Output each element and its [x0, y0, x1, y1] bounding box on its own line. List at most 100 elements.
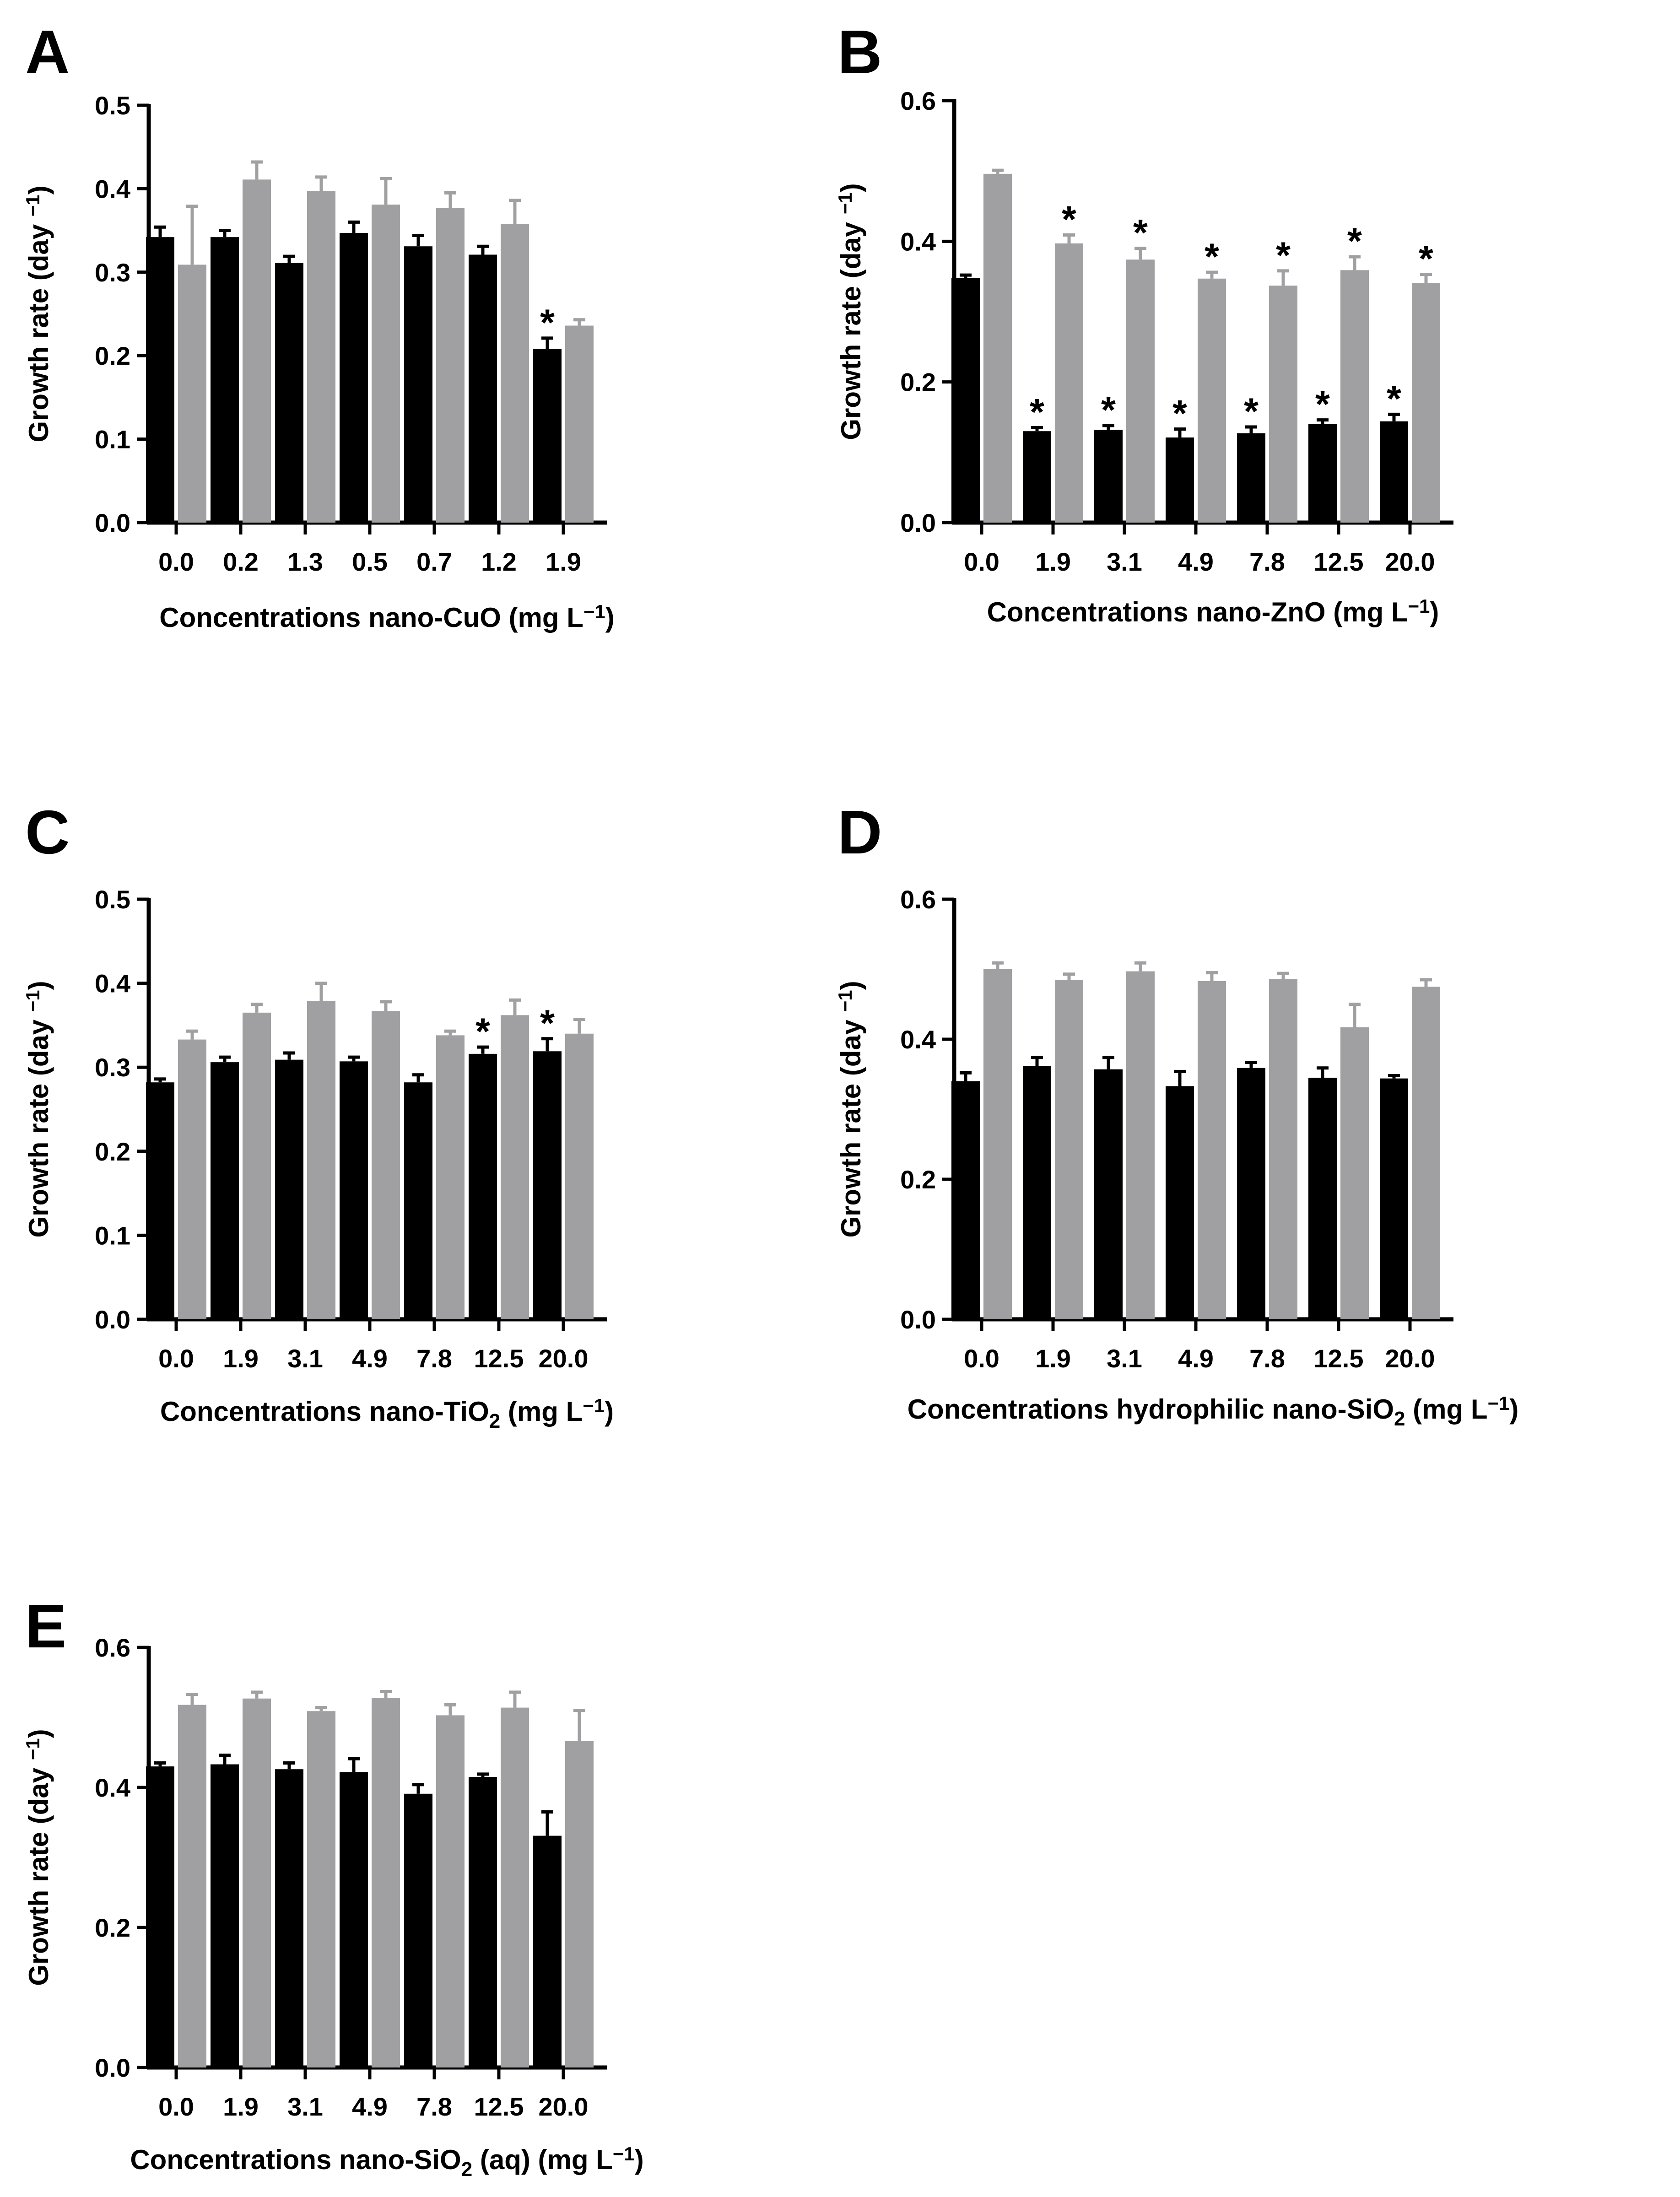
bar-black [1237, 1068, 1265, 1319]
y-tick-label: 0.3 [95, 1053, 130, 1082]
bar-grey [1126, 971, 1155, 1319]
significance-asterisk: * [1276, 235, 1291, 276]
bar-black [340, 233, 368, 523]
panel-letter: C [25, 798, 70, 867]
y-tick-label: 0.4 [95, 1773, 130, 1802]
bar-grey [307, 1711, 335, 2067]
x-axis-title-text: (mg L [500, 1396, 583, 1427]
significance-asterisk: * [1315, 384, 1330, 426]
x-axis-title-text: Concentrations nano-ZnO (mg L [987, 597, 1408, 627]
bar-grey [1340, 1027, 1369, 1319]
bar-grey [307, 1001, 335, 1319]
y-tick-label: 0.1 [95, 425, 130, 454]
significance-asterisk: * [1030, 392, 1044, 433]
y-axis-title-text: Growth rate (day [23, 1760, 54, 1986]
x-axis-title-text: Concentrations nano-TiO [160, 1396, 489, 1427]
x-tick-label: 12.5 [474, 2092, 524, 2121]
panel-letter: B [837, 17, 882, 86]
bar-black [533, 1051, 562, 1319]
y-axis-title-text: ) [23, 1729, 54, 1738]
significance-asterisk: * [1172, 393, 1187, 435]
y-tick-label: 0.1 [95, 1221, 130, 1250]
bar-grey [436, 208, 465, 523]
x-tick-label: 3.1 [287, 2092, 323, 2121]
x-axis-title-superscript: −1 [613, 2143, 635, 2165]
bar-grey [307, 191, 335, 523]
y-axis-title: Growth rate (day −1) [834, 183, 866, 440]
bar-black [340, 1772, 368, 2067]
y-tick-label: 0.0 [900, 1305, 936, 1334]
y-axis-title-superscript: −1 [22, 1738, 43, 1760]
y-axis-title: Growth rate (day −1) [22, 1729, 54, 1986]
x-tick-label: 0.0 [964, 1344, 999, 1373]
bar-grey [372, 1011, 400, 1319]
x-axis-title-text: ) [605, 602, 615, 633]
bar-black [211, 1764, 239, 2067]
y-tick-label: 0.4 [95, 969, 130, 998]
panel-letter: E [25, 1592, 66, 1661]
bar-grey [1269, 979, 1297, 1319]
significance-asterisk: * [1419, 238, 1433, 280]
x-tick-label: 1.3 [287, 547, 323, 576]
bar-black [404, 1082, 432, 1319]
x-axis-title-text: Concentrations nano-CuO (mg L [159, 602, 583, 633]
y-axis-title-text: Growth rate (day [23, 216, 54, 442]
x-tick-label: 4.9 [352, 1344, 388, 1373]
panel-letter: D [837, 798, 882, 867]
bar-grey [243, 1698, 271, 2067]
y-axis-title-text: ) [836, 981, 866, 990]
x-tick-label: 3.1 [1107, 547, 1142, 576]
x-tick-label: 4.9 [1178, 547, 1214, 576]
bar-grey [983, 173, 1012, 523]
bar-black [1023, 431, 1051, 523]
y-tick-label: 0.6 [900, 86, 936, 115]
bar-black [1166, 437, 1194, 523]
x-tick-label: 3.1 [287, 1344, 323, 1373]
panel-c: C 0.0 0.1 0.2 0.3 0.4 0.5 0.0 1.9 3.1 4.9 7.8 12.5 * 2… [22, 798, 614, 1432]
x-tick-label: 12.5 [1314, 1344, 1364, 1373]
bar-black [1023, 1066, 1051, 1319]
bar-grey [565, 1741, 594, 2067]
y-axis-title-text: ) [23, 981, 54, 990]
x-axis-title-subscript: 2 [461, 2158, 472, 2181]
x-tick-label: 4.9 [1178, 1344, 1214, 1373]
x-tick-label: 3.1 [1107, 1344, 1142, 1373]
x-tick-label: 1.9 [223, 2092, 259, 2121]
y-axis-title-superscript: −1 [834, 990, 856, 1012]
y-axis-title-text: ) [836, 183, 866, 192]
significance-asterisk: * [1205, 236, 1219, 278]
bar-black [1237, 433, 1265, 523]
bar-grey [436, 1715, 465, 2067]
y-tick-label: 0.0 [900, 508, 936, 537]
bar-grey [501, 1015, 529, 1319]
bar-black [1094, 430, 1123, 523]
x-axis-title-text: ) [1509, 1394, 1518, 1425]
panel-e: E 0.0 0.2 0.4 0.6 0.0 1.9 3.1 4.9 7.8 12.5 20.0 Conc… [22, 1592, 644, 2181]
bar-black [1308, 424, 1337, 523]
bar-black [211, 1062, 239, 1319]
bar-grey [1198, 278, 1226, 523]
significance-asterisk: * [1244, 391, 1259, 432]
y-axis-title-text: Growth rate (day [836, 1012, 866, 1237]
bar-black [1380, 1078, 1408, 1319]
y-tick-label: 0.2 [95, 1913, 130, 1942]
y-tick-label: 0.3 [95, 258, 130, 287]
y-axis-title: Growth rate (day −1) [22, 981, 54, 1237]
bar-black [1308, 1078, 1337, 1319]
y-tick-label: 0.5 [95, 91, 130, 120]
y-tick-label: 0.0 [95, 2053, 130, 2082]
x-axis-title-superscript: −1 [583, 601, 605, 622]
significance-asterisk: * [540, 302, 555, 344]
bar-grey [372, 1698, 400, 2067]
x-tick-label: 12.5 [474, 1344, 524, 1373]
x-axis-title-subscript: 2 [1394, 1408, 1405, 1430]
x-axis-title-text: Concentrations nano-SiO [130, 2144, 461, 2175]
x-axis-title: Concentrations hydrophilic nano-SiO2 (mg… [908, 1393, 1519, 1430]
bar-grey [565, 1033, 594, 1319]
x-axis-title: Concentrations nano-SiO2 (aq) (mg L−1) [130, 2143, 643, 2181]
x-tick-label: 0.0 [158, 2092, 194, 2121]
x-tick-label: 1.9 [1035, 1344, 1071, 1373]
bar-black [404, 1793, 432, 2067]
bar-grey [178, 1039, 206, 1319]
bar-black [404, 246, 432, 523]
